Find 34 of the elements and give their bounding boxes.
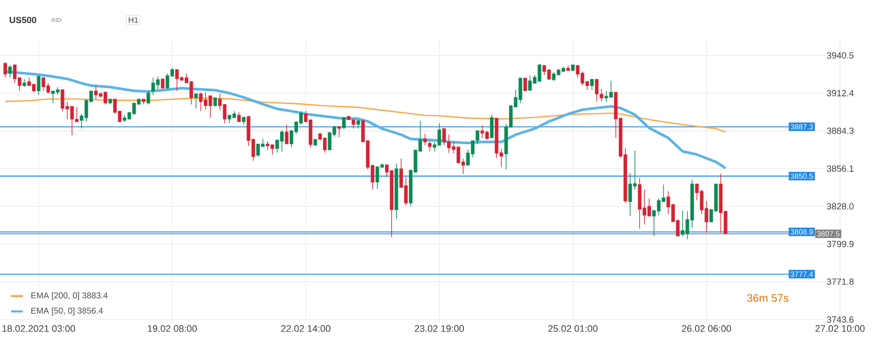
candlestick	[590, 78, 594, 91]
candlestick	[160, 78, 164, 89]
y-tick-label: 3771.8	[826, 278, 854, 285]
y-tick-label: 3743.6	[826, 316, 854, 323]
y-tick-label: 3884.3	[826, 128, 854, 134]
y-tick-label: 3912.4	[826, 90, 854, 96]
x-tick-label: 18.02.2021 03:00	[2, 325, 76, 332]
candlestick	[36, 76, 40, 96]
x-tick-label: 25.02 01:00	[548, 325, 598, 332]
candlestick	[342, 117, 346, 130]
candlestick	[423, 134, 427, 146]
x-tick-label: 26.02 06:00	[682, 325, 732, 332]
y-tick-label: 3856.1	[826, 165, 854, 172]
legend-label: EMA [50, 0] 3856.4	[31, 307, 103, 316]
annotation: 36m 57s	[747, 294, 788, 302]
x-tick-label: 23.02 19:00	[414, 325, 464, 332]
x-tick-label: 27.02 10:00	[815, 325, 865, 332]
candlestick	[284, 124, 288, 144]
candlestick	[8, 65, 12, 78]
candlestick	[194, 93, 198, 109]
candlestick	[490, 114, 494, 138]
candlestick	[3, 62, 8, 78]
candlestick	[237, 112, 241, 122]
candlestick	[428, 140, 432, 152]
y-tick-label: 3799.9	[826, 240, 854, 248]
candlestick	[523, 77, 527, 92]
legend-label: EMA [200, 0] 3883.4	[31, 292, 108, 300]
y-tick-label: 3828.0	[826, 203, 854, 210]
candlestick	[337, 126, 341, 138]
y-tick-label: 3940.5	[826, 52, 854, 59]
candlestick	[146, 90, 150, 105]
x-tick-label: 22.02 14:00	[281, 325, 330, 332]
chart-title: US500	[10, 16, 36, 24]
x-tick-label: 19.02 08:00	[148, 325, 197, 332]
